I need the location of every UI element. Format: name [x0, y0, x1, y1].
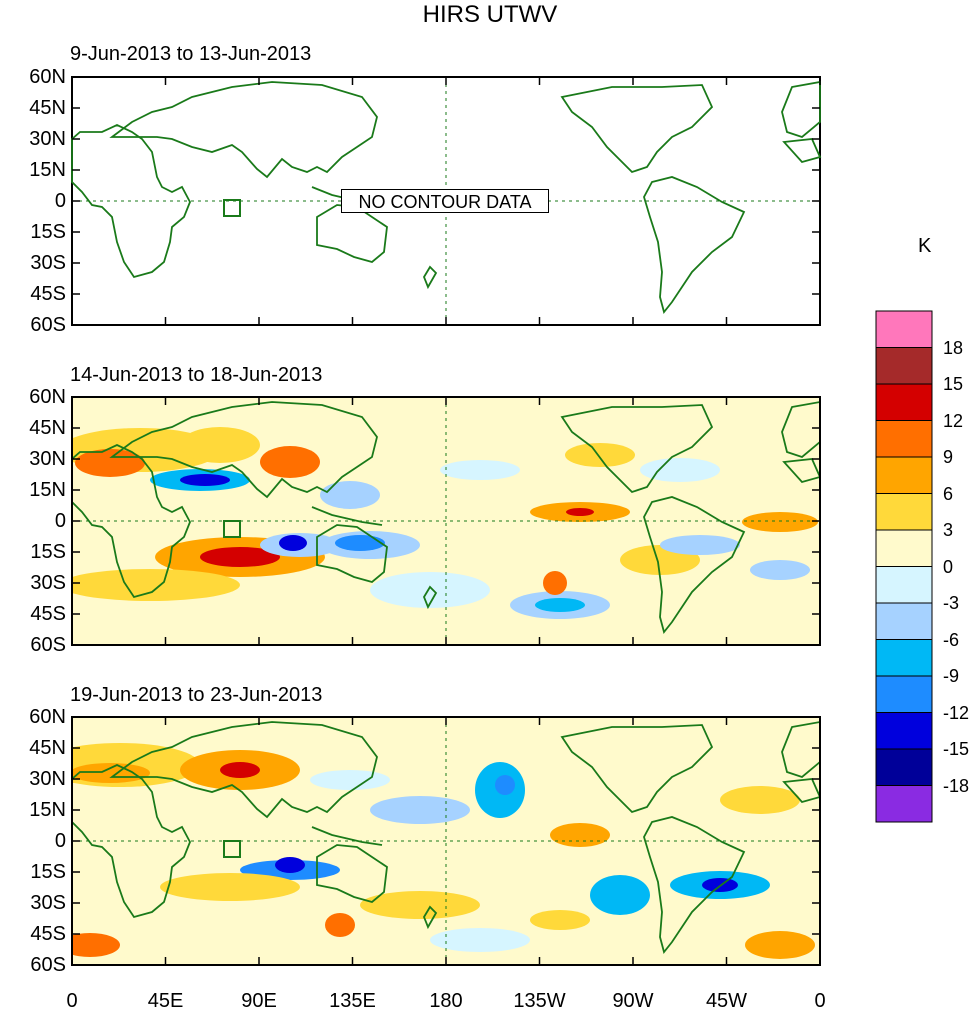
lat-label: 15S [30, 541, 66, 563]
lat-label: 45S [30, 923, 66, 945]
panel-3-title: 19-Jun-2013 to 23-Jun-2013 [70, 684, 323, 706]
lat-label: 60S [30, 954, 66, 976]
lat-label: 60N [29, 706, 66, 728]
lat-label: 60S [30, 314, 66, 336]
colorbar-swatch [875, 566, 933, 604]
colorbar-swatch [875, 310, 933, 348]
colorbar-label: 3 [943, 520, 954, 540]
lon-label: 135W [513, 990, 566, 1012]
lat-label: 0 [54, 510, 66, 532]
lat-label: 60N [29, 386, 66, 408]
lon-label: 90E [241, 990, 277, 1012]
lon-label: 90W [612, 990, 654, 1012]
no-contour-data-label: NO CONTOUR DATA [341, 189, 549, 213]
colorbar-swatch [875, 785, 933, 823]
lat-label: 60N [29, 66, 66, 88]
lat-label: 45S [30, 603, 66, 625]
colorbar-swatch [875, 529, 933, 567]
lat-label: 0 [54, 830, 66, 852]
panel-2-contours [72, 401, 820, 633]
colorbar-swatch [875, 383, 933, 421]
lat-label: 15N [29, 159, 66, 181]
colorbar-unit-label: K [918, 235, 932, 257]
lat-label: 15N [29, 479, 66, 501]
panel-1-box-marker [223, 199, 241, 217]
colorbar [875, 310, 933, 823]
lat-label: 30S [30, 252, 66, 274]
colorbar-label: -15 [943, 739, 970, 759]
lat-label: 45N [29, 737, 66, 759]
colorbar-label: 0 [943, 556, 954, 577]
lat-label: 30N [29, 448, 66, 470]
lon-label: 0 [66, 990, 78, 1012]
colorbar-swatch [875, 493, 933, 531]
panel-2-title: 14-Jun-2013 to 18-Jun-2013 [70, 364, 323, 386]
lat-label: 45N [29, 417, 66, 439]
colorbar-swatch [875, 420, 933, 458]
lat-label: 45S [30, 283, 66, 305]
lat-label: 30S [30, 572, 66, 594]
colorbar-label: 9 [943, 447, 954, 467]
colorbar-label: -6 [943, 629, 960, 650]
axis-ticks [71, 76, 821, 966]
colorbar-label: -12 [943, 702, 970, 723]
panel-3-box-marker [223, 840, 241, 858]
colorbar-label: -3 [943, 593, 960, 613]
colorbar-swatch [875, 602, 933, 640]
colorbar-swatch [875, 639, 933, 677]
lat-label: 30S [30, 892, 66, 914]
colorbar-label: 12 [943, 410, 964, 431]
colorbar-label: 15 [943, 374, 964, 394]
lat-label: 30N [29, 768, 66, 790]
lon-label: 135E [329, 990, 376, 1012]
colorbar-label: -18 [943, 775, 970, 796]
colorbar-swatch [875, 456, 933, 494]
colorbar-label: -9 [943, 666, 960, 686]
lon-label: 45W [705, 990, 748, 1012]
panel-3-contours [72, 721, 820, 959]
lat-label: 15N [29, 799, 66, 821]
colorbar-label: 6 [943, 483, 954, 504]
lat-label: 0 [54, 190, 66, 212]
colorbar-swatch [875, 712, 933, 750]
colorbar-swatch [875, 748, 933, 786]
colorbar-swatch [875, 675, 933, 713]
lon-label: 0 [814, 990, 826, 1012]
colorbar-swatch [875, 347, 933, 385]
map-title: HIRS UTWV [422, 1, 558, 28]
lat-label: 45N [29, 97, 66, 119]
lat-label: 30N [29, 128, 66, 150]
colorbar-label: 18 [943, 337, 964, 358]
panel-2-box-marker [223, 520, 241, 538]
lon-label: 45E [147, 990, 184, 1012]
panel-1-title: 9-Jun-2013 to 13-Jun-2013 [70, 43, 312, 65]
lat-label: 60S [30, 634, 66, 656]
lat-label: 15S [30, 221, 66, 243]
lon-label: 180 [429, 990, 463, 1012]
lat-label: 15S [30, 861, 66, 883]
